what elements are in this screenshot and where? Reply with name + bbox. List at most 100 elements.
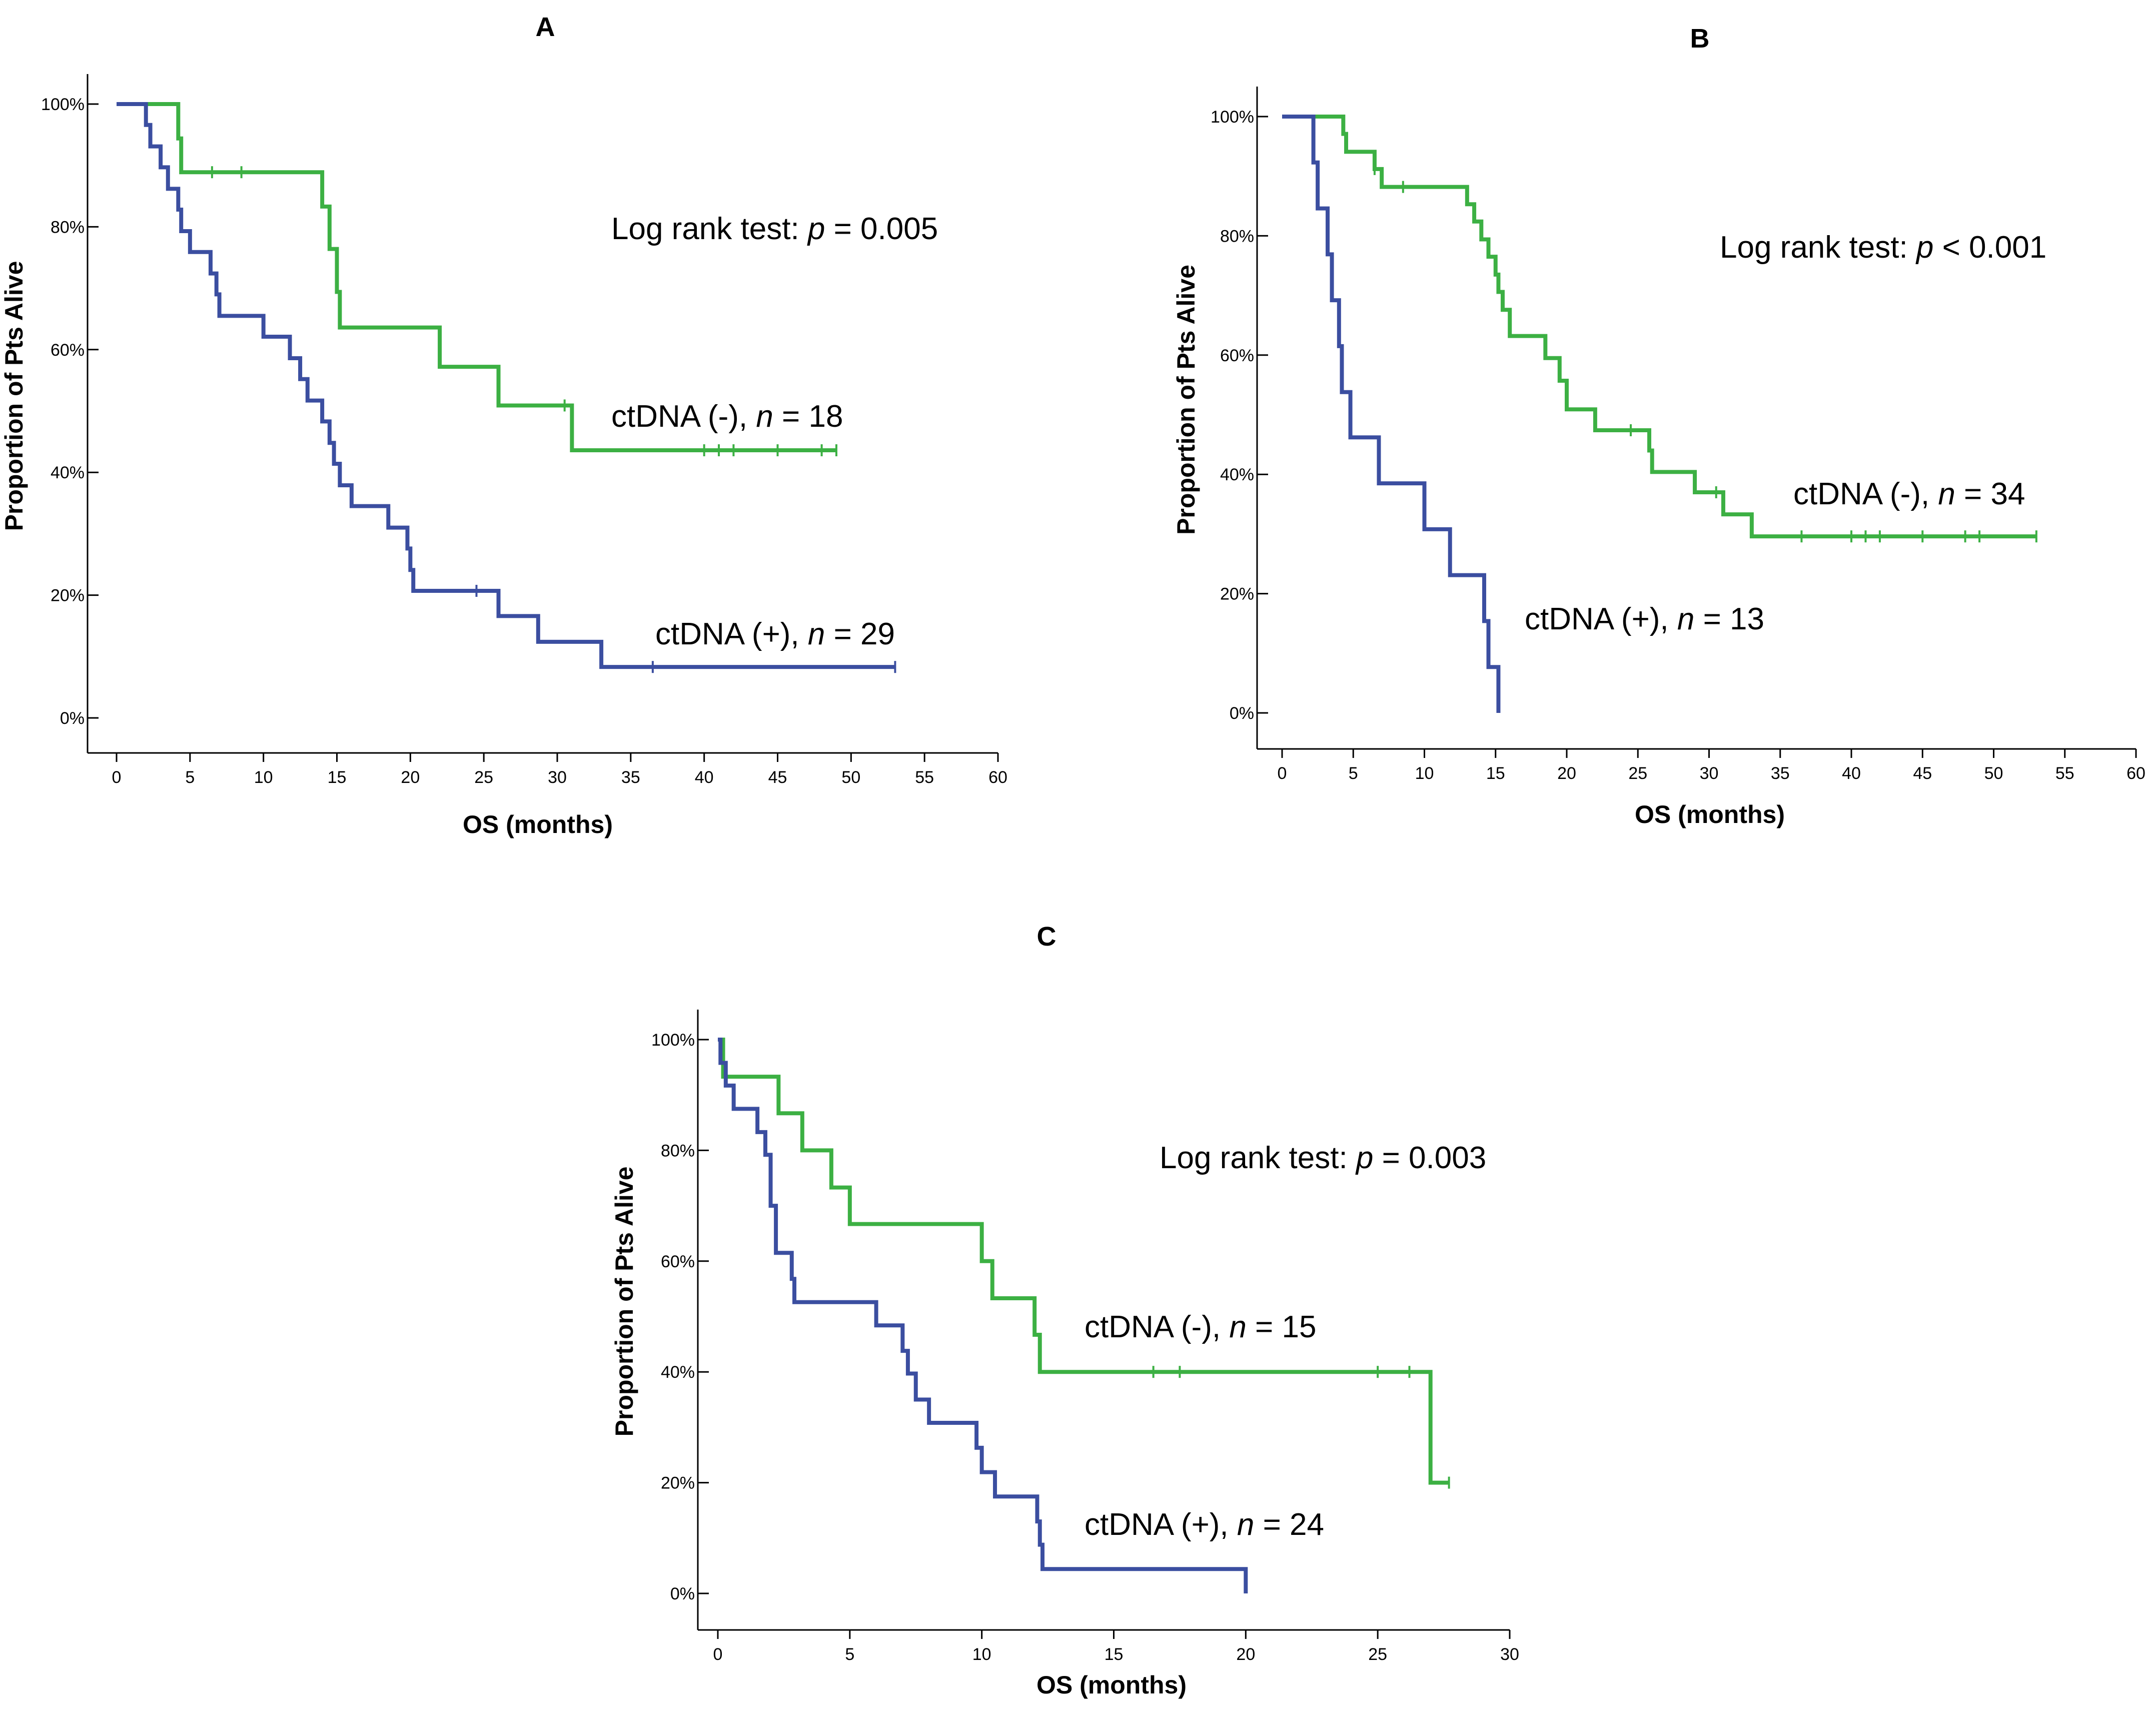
y-tick-label: 80% [661,1141,695,1160]
x-tick-label: 20 [1236,1645,1255,1664]
series-label-ctdna-negative-symbol: n [1938,477,1955,511]
series-label-ctdna-negative-symbol: n [1229,1310,1246,1344]
x-tick-label: 45 [1913,764,1932,783]
x-tick-label: 0 [1278,764,1287,783]
log-rank-annotation-value: = 0.003 [1373,1141,1486,1175]
x-tick-label: 55 [2055,764,2074,783]
series-label-ctdna-negative: ctDNA (-), n = 34 [1793,477,2025,511]
x-tick-label: 40 [695,768,714,787]
series-label-ctdna-negative-value: = 34 [1955,477,2025,511]
y-tick-label: 40% [1220,465,1254,484]
series-label-ctdna-positive-symbol: n [1677,602,1694,636]
x-tick-label: 25 [1368,1645,1387,1664]
y-tick-label: 60% [1220,346,1254,365]
x-tick-label: 10 [1415,764,1434,783]
x-tick-label: 10 [972,1645,991,1664]
series-label-ctdna-positive-symbol: n [1237,1507,1254,1542]
log-rank-annotation-prefix: Log rank test: [1160,1141,1356,1175]
y-tick-label: 40% [51,463,85,482]
x-tick-label: 45 [768,768,787,787]
km-curve-ctdna-negative [718,1038,1449,1485]
x-tick-label: 60 [2126,764,2145,783]
series-label-ctdna-positive-value: = 24 [1254,1507,1324,1542]
x-axis-title: OS (months) [1036,1671,1187,1699]
x-tick-label: 0 [713,1645,723,1664]
series-label-ctdna-negative: ctDNA (-), n = 18 [611,399,843,434]
series-label-ctdna-positive-prefix: ctDNA (+), [1525,602,1677,636]
x-tick-label: 25 [1628,764,1647,783]
series-label-ctdna-negative: ctDNA (-), n = 15 [1085,1310,1316,1344]
x-tick-label: 25 [474,768,493,787]
log-rank-annotation: Log rank test: p = 0.003 [1160,1141,1486,1175]
y-tick-label: 0% [670,1584,695,1603]
x-tick-label: 20 [1557,764,1576,783]
y-tick-label: 0% [1230,704,1254,723]
x-tick-label: 30 [1500,1645,1519,1664]
log-rank-annotation: Log rank test: p < 0.001 [1720,230,2046,265]
km-curve-ctdna-negative [1282,115,2036,539]
x-tick-label: 15 [328,768,347,787]
series-label-ctdna-positive: ctDNA (+), n = 24 [1085,1507,1324,1542]
x-tick-label: 15 [1105,1645,1124,1664]
series-label-ctdna-positive-value: = 29 [825,617,895,651]
x-tick-label: 35 [1771,764,1790,783]
y-tick-label: 20% [1220,585,1254,604]
km-panel-b: B 0% 20% 40% 60% 80% 100% 0 5 10 15 20 25 30 35 40 45 50 5… [1172,24,2145,828]
y-tick-label: 80% [51,218,85,237]
x-tick-label: 40 [1842,764,1861,783]
y-tick-label: 60% [51,341,85,360]
x-tick-label: 5 [1349,764,1358,783]
log-rank-annotation-value: = 0.005 [825,212,938,246]
series-label-ctdna-negative-value: = 15 [1247,1310,1317,1344]
series-label-ctdna-positive: ctDNA (+), n = 29 [655,617,895,651]
series-label-ctdna-negative-prefix: ctDNA (-), [611,399,756,434]
x-tick-label: 50 [841,768,860,787]
y-tick-label: 20% [51,586,85,605]
y-tick-label: 60% [661,1252,695,1271]
series-label-ctdna-positive-value: = 13 [1694,602,1764,636]
km-panel-a: A 0% 20% 40% 60% 80% 100% 0 5 10 15 20 25 30 35 40 45 50 5… [0,12,1007,838]
log-rank-annotation-prefix: Log rank test: [611,212,808,246]
x-tick-label: 50 [1984,764,2003,783]
y-tick-label: 20% [661,1474,695,1493]
km-curve-ctdna-positive [1282,115,1501,713]
x-tick-label: 30 [548,768,567,787]
y-tick-label: 80% [1220,227,1254,246]
series-label-ctdna-negative-symbol: n [756,399,773,434]
km-curve-ctdna-negative [117,102,836,453]
x-tick-label: 60 [988,768,1007,787]
y-tick-label: 100% [1211,108,1254,127]
panel-label: A [536,12,555,42]
log-rank-annotation-symbol: p [1915,230,1933,265]
x-tick-label: 30 [1700,764,1719,783]
x-tick-label: 55 [915,768,934,787]
log-rank-annotation-value: < 0.001 [1933,230,2046,265]
series-label-ctdna-negative-prefix: ctDNA (-), [1793,477,1938,511]
x-tick-label: 5 [185,768,195,787]
x-tick-label: 15 [1486,764,1505,783]
y-tick-label: 100% [41,95,85,114]
x-tick-label: 5 [845,1645,854,1664]
log-rank-annotation: Log rank test: p = 0.005 [611,212,938,246]
km-curve-ctdna-positive [117,102,895,669]
series-label-ctdna-positive-prefix: ctDNA (+), [1085,1507,1237,1542]
x-tick-label: 35 [621,768,640,787]
x-axis-title: OS (months) [463,810,613,838]
y-tick-label: 0% [60,709,85,728]
log-rank-annotation-prefix: Log rank test: [1720,230,1916,265]
log-rank-annotation-symbol: p [1355,1141,1373,1175]
y-axis-title: Proportion of Pts Alive [1172,265,1200,535]
km-curve-ctdna-positive [718,1038,1248,1593]
log-rank-annotation-symbol: p [807,212,825,246]
km-panel-c: C 0% 20% 40% 60% 80% 100% 0 5 10 15 20 25 30 OS (month… [610,922,1519,1699]
series-label-ctdna-positive-symbol: n [808,617,825,651]
y-tick-label: 40% [661,1363,695,1382]
panel-label: C [1037,922,1056,952]
x-tick-label: 20 [401,768,420,787]
x-tick-label: 0 [112,768,122,787]
y-axis-title: Proportion of Pts Alive [610,1167,638,1437]
series-label-ctdna-negative-prefix: ctDNA (-), [1085,1310,1229,1344]
series-label-ctdna-positive: ctDNA (+), n = 13 [1525,602,1764,636]
x-axis-title: OS (months) [1635,800,1785,828]
